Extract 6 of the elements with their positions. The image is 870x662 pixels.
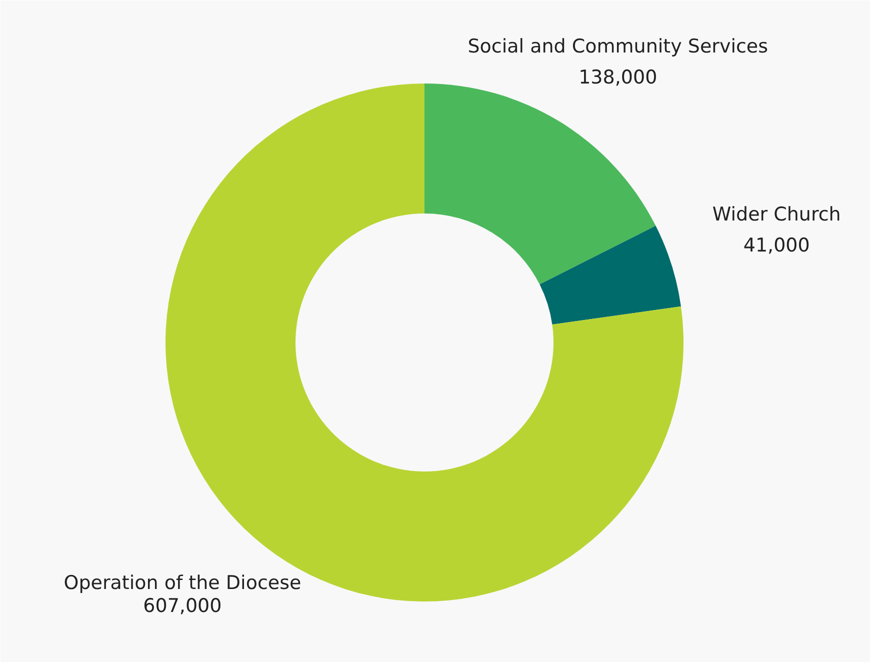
data-label: 41,000 bbox=[743, 234, 810, 257]
slice-label: Social and Community Services bbox=[468, 36, 768, 58]
slice-label: Operation of the Diocese bbox=[64, 572, 302, 594]
data-label: 138,000 bbox=[578, 66, 658, 89]
slice-label: Wider Church bbox=[712, 204, 841, 226]
data-label: 607,000 bbox=[143, 594, 222, 617]
